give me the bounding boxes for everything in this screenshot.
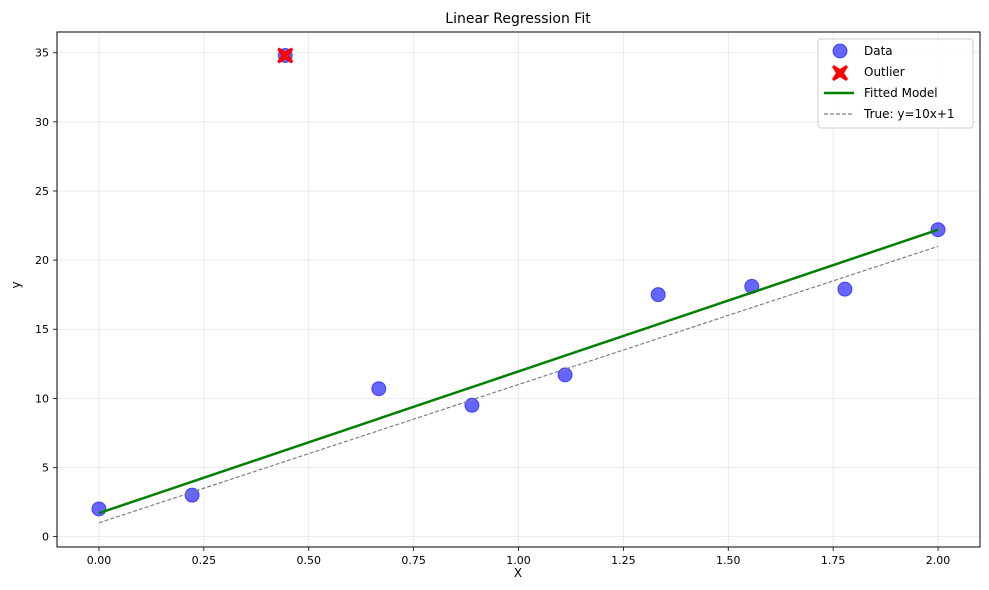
legend: Data Outlier Fitted Model True: y=10x+1 [817, 38, 974, 129]
x-marker-icon [832, 65, 848, 81]
x-tick-label: 0.50 [296, 554, 321, 567]
x-tick-label: 0.25 [192, 554, 217, 567]
legend-entry-true: True: y=10x+1 [824, 107, 955, 121]
y-axis-ticks: 0 5 10 15 20 25 30 35 [35, 47, 57, 544]
y-tick-label: 15 [35, 323, 49, 336]
data-point [557, 367, 573, 383]
x-tick-label: 2.00 [926, 554, 951, 567]
legend-label: True: y=10x+1 [863, 107, 955, 121]
data-point [464, 397, 480, 413]
x-tick-label: 0.75 [401, 554, 426, 567]
circle-marker-icon [832, 43, 848, 59]
fitted-model-line [98, 228, 939, 515]
x-tick-label: 1.25 [611, 554, 636, 567]
x-tick-label: 1.75 [821, 554, 846, 567]
legend-box [817, 38, 974, 129]
x-axis-ticks: 0.00 0.25 0.50 0.75 1.00 1.25 1.50 1.75 2.00 [87, 547, 951, 567]
legend-entry-data: Data [832, 43, 893, 59]
x-axis-label: X [514, 566, 522, 580]
legend-entry-fitted: Fitted Model [824, 86, 938, 100]
chart-title: Linear Regression Fit [445, 11, 591, 27]
grid-lines [57, 32, 980, 547]
x-tick-label: 1.00 [506, 554, 531, 567]
y-axis-label: y [9, 281, 23, 288]
data-point [184, 487, 200, 503]
plot-area [91, 47, 946, 524]
legend-entry-outlier: Outlier [832, 65, 905, 81]
y-tick-label: 35 [35, 47, 49, 60]
legend-label: Fitted Model [864, 86, 938, 100]
data-point [650, 287, 666, 303]
data-point [371, 381, 387, 397]
legend-label: Outlier [864, 65, 905, 79]
data-point [837, 281, 853, 297]
y-tick-label: 0 [42, 531, 49, 544]
y-tick-label: 20 [35, 254, 49, 267]
x-tick-label: 0.00 [87, 554, 112, 567]
y-tick-label: 10 [35, 392, 49, 405]
data-point [91, 501, 107, 517]
true-model-line [98, 245, 939, 524]
y-tick-label: 25 [35, 185, 49, 198]
y-tick-label: 30 [35, 116, 49, 129]
x-tick-label: 1.50 [716, 554, 741, 567]
legend-label: Data [864, 44, 893, 58]
y-tick-label: 5 [42, 462, 49, 475]
outlier-point [277, 47, 294, 64]
